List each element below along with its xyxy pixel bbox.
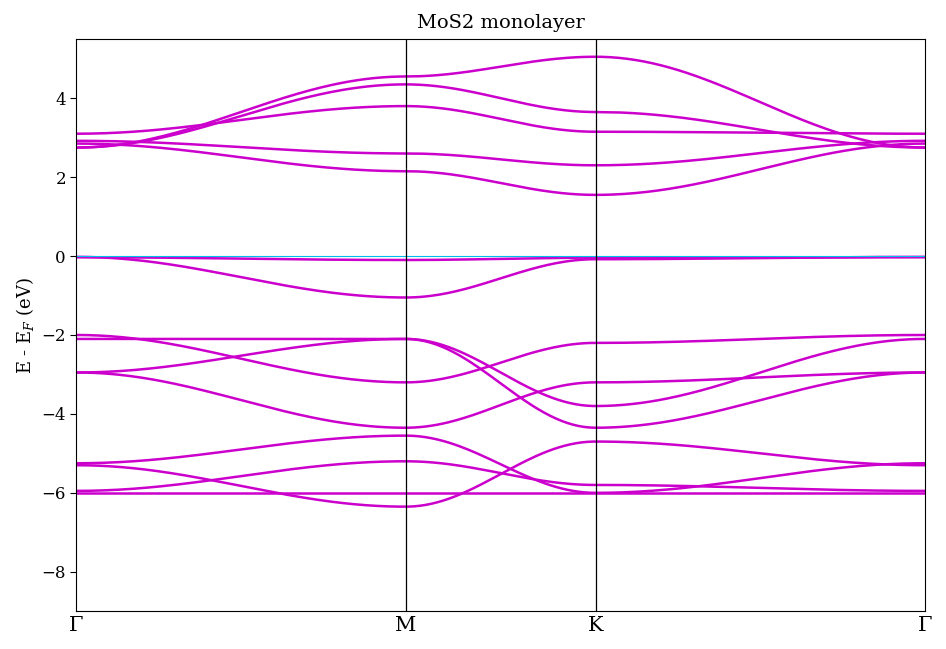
Y-axis label: E - E$_F$ (eV): E - E$_F$ (eV)	[14, 276, 36, 374]
Title: MoS2 monolayer: MoS2 monolayer	[417, 14, 585, 32]
